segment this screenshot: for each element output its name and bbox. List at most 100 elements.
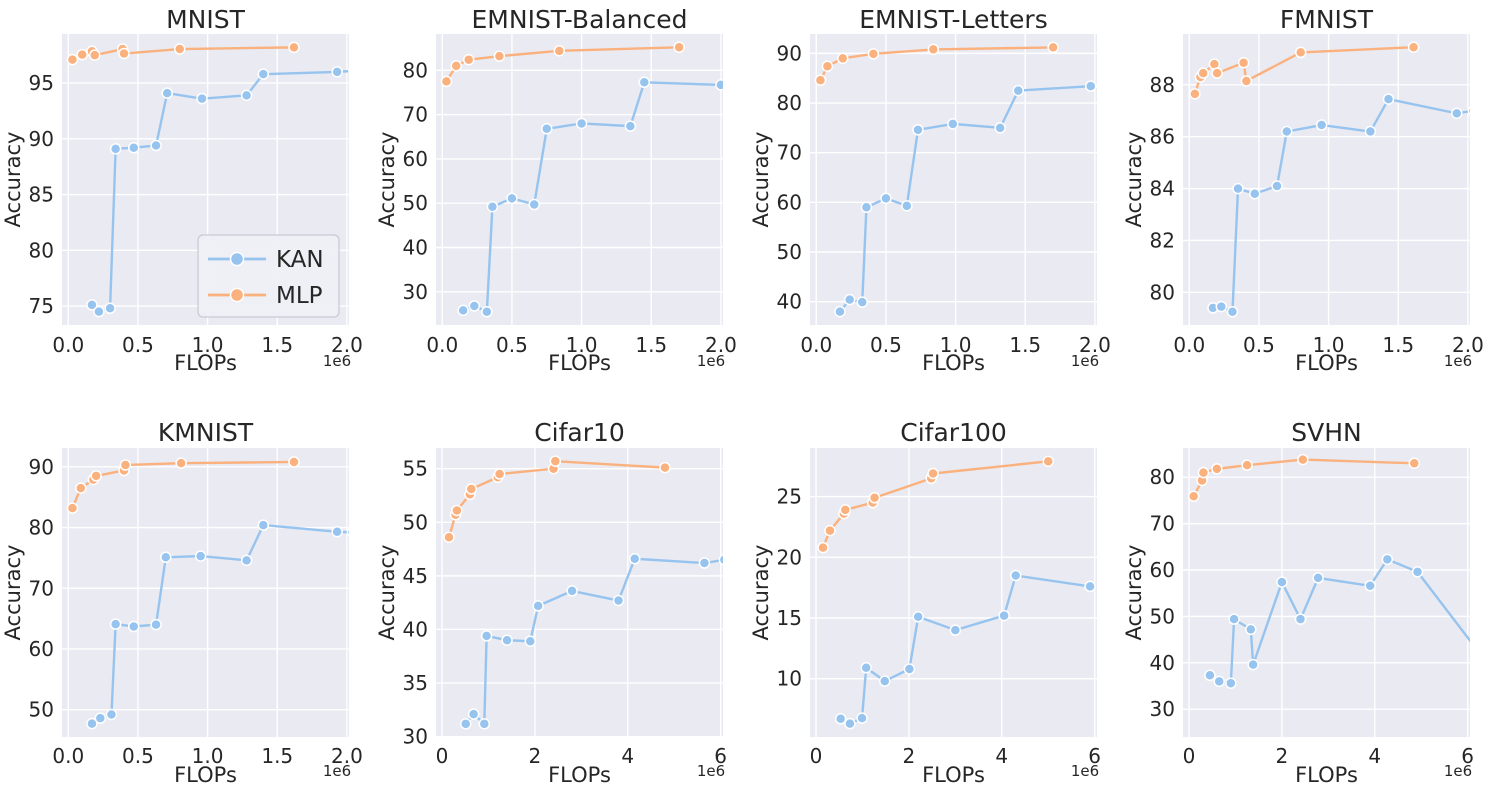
x-axis-label: FLOPs: [922, 351, 985, 375]
kan-marker: [1382, 93, 1395, 105]
kan-marker: [1226, 306, 1239, 318]
kan-marker: [1215, 300, 1228, 313]
y-tick-label: 70: [402, 103, 427, 127]
kan-marker: [1271, 180, 1284, 192]
mlp-marker: [927, 43, 939, 56]
x-offset-label: 1e6: [697, 352, 725, 370]
kan-marker: [505, 192, 518, 205]
kan-marker: [194, 550, 207, 562]
y-tick-label: 55: [402, 457, 427, 481]
x-offset-label: 1e6: [1070, 762, 1098, 780]
x-offset-label: 1e6: [1444, 352, 1472, 370]
x-tick-label: 2: [528, 744, 541, 768]
y-tick-label: 20: [776, 545, 801, 569]
kan-marker: [105, 708, 118, 721]
kan-marker: [150, 618, 162, 631]
plot-area: [1183, 34, 1471, 325]
x-tick-label: 0: [435, 744, 448, 768]
chart-mnist: MNIST FLOPs Accuracy 1e6 0.0 0.5 1.0 1.5 2.0 75 80…: [1, 5, 363, 375]
x-tick-label: 0.0: [1174, 333, 1206, 357]
kan-marker: [624, 120, 636, 132]
x-tick-label: 0: [1183, 744, 1196, 768]
kan-marker: [911, 611, 924, 623]
mlp-marker: [75, 482, 87, 494]
y-tick-label: 84: [1150, 177, 1175, 201]
kan-marker: [532, 600, 544, 612]
kan-marker: [86, 717, 98, 730]
kan-marker: [879, 192, 892, 205]
y-tick-label: 30: [402, 280, 427, 304]
kan-marker: [1228, 613, 1241, 625]
x-offset-label: 1e6: [323, 352, 351, 370]
legend-mlp-label: MLP: [276, 283, 323, 309]
kan-marker: [459, 718, 472, 730]
y-tick-label: 75: [29, 294, 54, 318]
kan-marker: [566, 585, 578, 597]
mlp-marker: [1241, 459, 1254, 471]
x-tick-label: 1.0: [565, 333, 597, 357]
y-tick-label: 85: [29, 183, 54, 207]
plot-inner: [62, 448, 349, 737]
y-tick-label: 45: [402, 564, 427, 588]
x-axis-label: FLOPs: [548, 763, 611, 787]
plot-area: [62, 448, 349, 737]
kan-marker: [1312, 572, 1325, 584]
kan-marker: [1225, 677, 1237, 689]
kan-marker: [93, 305, 105, 318]
chart-title: Cifar10: [534, 418, 625, 447]
x-tick-label: 4: [995, 744, 1008, 768]
mlp-marker: [90, 470, 102, 482]
x-offset-label: 1e6: [697, 762, 725, 780]
x-tick-label: 0.0: [52, 744, 84, 768]
kan-marker: [109, 143, 122, 155]
kan-marker: [1276, 576, 1288, 588]
plot-inner: [1183, 34, 1471, 325]
kan-marker: [160, 551, 172, 564]
x-tick-label: 2.0: [331, 744, 363, 768]
kan-marker: [467, 708, 480, 720]
chart-cifar100: Cifar100 FLOPs Accuracy 1e6 0 2 4 6 10 15 20 25: [749, 418, 1101, 787]
y-tick-label: 60: [1150, 558, 1175, 582]
kan-marker: [714, 79, 723, 91]
x-tick-label: 2: [1276, 744, 1289, 768]
x-offset-label: 1e6: [1444, 762, 1472, 780]
chart-emnist-letters: EMNIST-Letters FLOPs Accuracy 1e6 0.0 0.5 1.0 1…: [749, 5, 1111, 375]
kan-marker: [1467, 106, 1471, 116]
kan-marker: [628, 552, 641, 565]
mlp-marker: [88, 49, 101, 61]
mlp-marker: [1211, 67, 1224, 79]
mlp-marker: [868, 492, 880, 504]
kan-marker: [900, 200, 913, 212]
x-tick-label: 0.0: [800, 333, 832, 357]
x-tick-label: 2: [902, 744, 915, 768]
mlp-marker: [450, 60, 462, 72]
kan-marker: [903, 663, 915, 675]
legend: KAN MLP: [197, 234, 340, 318]
x-tick-label: 2.0: [705, 333, 737, 357]
plot-inner: [435, 34, 723, 325]
kan-marker: [540, 123, 553, 135]
kan-series: [833, 80, 1097, 318]
y-tick-label: 50: [776, 240, 801, 264]
y-axis-label: Accuracy: [1, 132, 25, 228]
mlp-series: [814, 41, 1059, 86]
y-tick-label: 10: [776, 667, 801, 691]
mlp-marker: [1297, 453, 1309, 466]
kan-marker: [257, 68, 270, 80]
chart-title: SVHN: [1292, 418, 1362, 447]
mlp-marker: [66, 502, 79, 514]
kan-marker: [860, 201, 872, 214]
y-tick-label: 90: [776, 41, 801, 65]
x-tick-label: 0.5: [870, 333, 902, 357]
kan-marker: [1294, 613, 1307, 625]
kan-marker: [150, 139, 162, 152]
kan-marker: [878, 675, 891, 687]
mlp-marker: [1238, 57, 1250, 69]
mlp-marker: [462, 53, 475, 66]
kan-marker: [128, 141, 140, 154]
plot-inner: [1183, 448, 1471, 737]
kan-marker: [1364, 125, 1377, 138]
panel-cifar10: Cifar10 FLOPs Accuracy 1e6 0 2 4 6 30 35 40 45 50 55: [374, 398, 748, 796]
x-tick-label: 1.0: [192, 744, 224, 768]
kan-marker: [1451, 107, 1463, 120]
